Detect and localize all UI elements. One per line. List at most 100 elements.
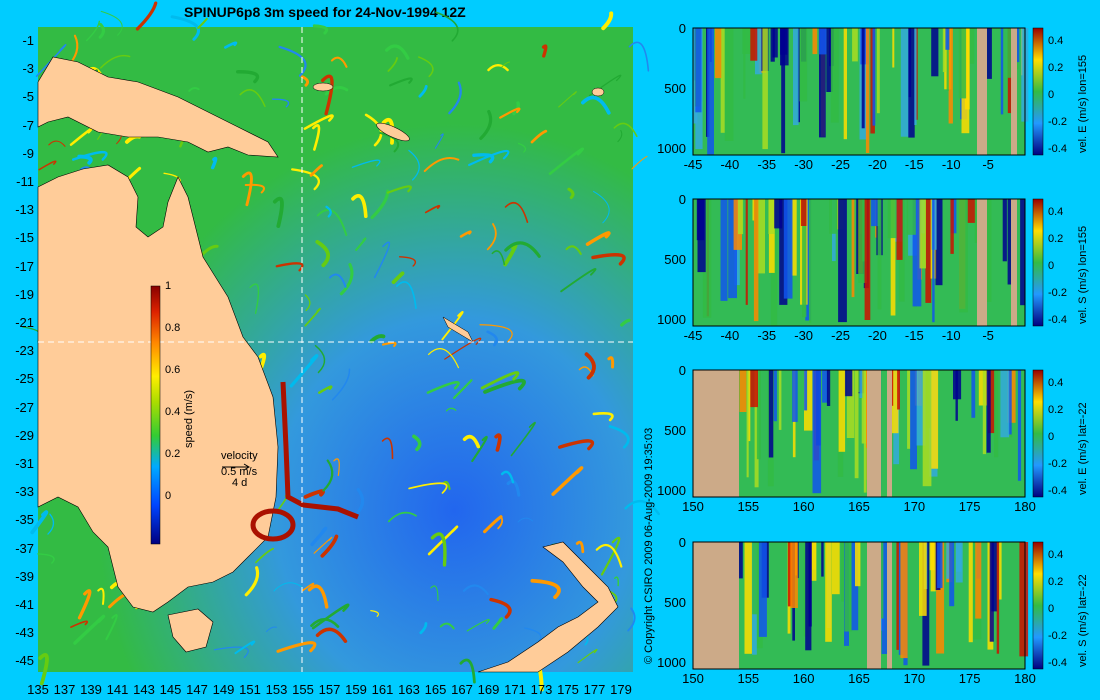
map-y-tick: -31 — [15, 456, 34, 471]
eddy-streak — [504, 202, 529, 223]
map-x-tick: 157 — [318, 682, 341, 697]
section-stripe — [728, 199, 737, 299]
section-stripe — [858, 199, 867, 283]
eddy-streak — [355, 237, 367, 252]
island — [376, 122, 410, 142]
eddy-streak — [607, 356, 615, 369]
eddy-streak — [239, 89, 266, 108]
section-stripe — [910, 370, 917, 470]
eddy-streak — [441, 310, 464, 341]
section-x-tick: 155 — [737, 499, 760, 514]
section-x-tick: -20 — [868, 328, 887, 343]
section-y-tick: 1000 — [657, 655, 686, 670]
section-x-tick: -25 — [831, 157, 850, 172]
section-stripe — [1002, 199, 1007, 262]
section-stripe — [890, 199, 896, 316]
eddy-streak — [339, 262, 354, 296]
eddy-streak — [303, 489, 325, 499]
section-stripe — [755, 28, 762, 75]
section-stripe — [695, 28, 702, 113]
section-stripe — [838, 199, 847, 323]
eddy-streak — [325, 205, 332, 218]
eddy-streak — [98, 22, 105, 39]
section-border — [692, 27, 1026, 156]
eddy-streak — [314, 344, 326, 374]
section-x-tick: -5 — [982, 328, 994, 343]
eddy-streak — [70, 620, 89, 628]
eddy-streak — [506, 479, 521, 497]
eddy-streak — [333, 458, 340, 477]
section-x-tick: 180 — [1014, 671, 1036, 686]
eddy-streak — [309, 164, 323, 177]
section-stripe — [897, 370, 900, 410]
eddy-streak — [499, 107, 521, 119]
map-x-tick: 145 — [159, 682, 182, 697]
eddy-streak — [439, 622, 455, 630]
section-x-tick: -45 — [683, 157, 703, 172]
east-australian-current — [280, 381, 359, 520]
eddy-streak — [105, 614, 118, 641]
section-stripe — [799, 28, 808, 102]
map-y-tick: -7 — [22, 117, 34, 133]
section-y-tick: 500 — [664, 81, 686, 96]
section-stripe — [971, 370, 976, 418]
eddy-field — [22, 1, 660, 692]
eddy-streak — [35, 44, 67, 78]
eddy-streak — [38, 653, 49, 686]
map-y-tick: -29 — [15, 427, 34, 443]
eddy-streak — [135, 1, 158, 31]
eddy-streak — [584, 352, 596, 380]
map-y-tick: -37 — [15, 540, 34, 556]
eddy-streak — [500, 470, 515, 484]
section-stripe — [988, 370, 996, 434]
colorbar-label: speed (m/s) — [183, 389, 195, 448]
eddy-streak — [301, 582, 315, 592]
eddy-streak — [100, 10, 123, 36]
section-stripe — [754, 370, 759, 488]
section-stripe — [832, 542, 840, 595]
section-colorbar — [1032, 541, 1044, 670]
eddy-streak — [489, 597, 512, 619]
section-land — [693, 542, 739, 669]
eddy-streak — [73, 614, 106, 645]
section-stripe — [750, 28, 758, 61]
eddy-streak — [324, 86, 349, 96]
eddy-streak — [47, 513, 55, 535]
section-colorbar-tick: 0.4 — [1048, 377, 1064, 389]
eddy-streak — [601, 11, 614, 31]
section-land — [867, 542, 881, 669]
colorbar-tick: 0.4 — [165, 406, 181, 418]
eddy-streak — [501, 61, 511, 68]
map-y-tick: -25 — [15, 371, 34, 387]
section-x-tick: -30 — [794, 328, 814, 343]
section-stripe — [994, 370, 999, 458]
eddy-streak — [427, 348, 460, 369]
eddy-streak — [483, 378, 526, 394]
section-stripe — [876, 28, 880, 114]
section-land — [887, 370, 892, 497]
section-border — [692, 541, 1026, 670]
eddy-streak — [479, 324, 513, 343]
eddy-streak — [430, 532, 447, 567]
map-x-tick: 135 — [27, 682, 49, 697]
section-stripe — [865, 28, 870, 153]
eddy-streak — [491, 250, 506, 266]
section-panel-2 — [692, 198, 1026, 327]
eddy-streak — [316, 209, 348, 236]
section-x-tick: 175 — [958, 671, 981, 686]
section-colorbar-tick: 0.4 — [1048, 206, 1064, 218]
section-stripe — [922, 370, 932, 487]
eddy-streak — [210, 156, 218, 170]
section-stripe — [821, 542, 824, 577]
section-border — [692, 369, 1026, 498]
eddy-streak — [353, 487, 365, 518]
eddy-streak — [434, 133, 444, 149]
section-stripe — [890, 370, 899, 434]
eddy-streak — [608, 425, 630, 449]
section-stripe — [778, 370, 782, 430]
eddy-streak — [318, 385, 333, 394]
eddy-streak — [595, 544, 623, 568]
section-stripe — [908, 28, 915, 138]
section-stripe — [946, 542, 949, 579]
eddy-streak — [385, 44, 410, 60]
